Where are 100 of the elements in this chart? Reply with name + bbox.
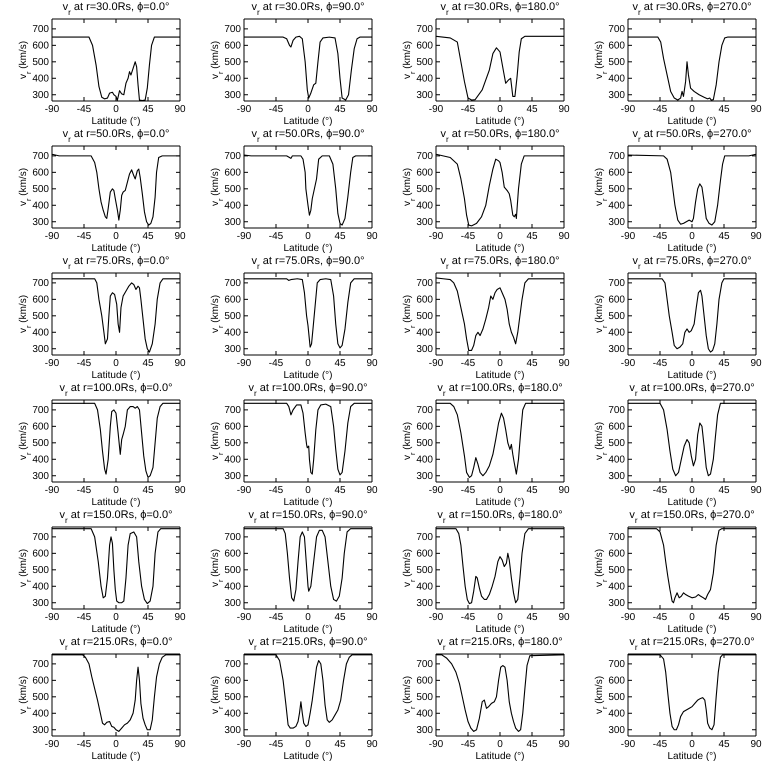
y-tick-label: 700 — [608, 24, 626, 36]
x-tick-label: -45 — [76, 485, 92, 496]
x-tick-label: -45 — [460, 612, 476, 624]
x-tick-label: 90 — [750, 485, 762, 496]
y-tick-label: 600 — [416, 40, 434, 52]
x-axis-title: Latitude (°) — [283, 497, 333, 508]
x-axis-title: Latitude (°) — [475, 243, 525, 254]
y-tick-label: 700 — [224, 151, 242, 162]
x-tick-label: -90 — [44, 739, 60, 750]
y-tick-label: 500 — [224, 438, 242, 450]
x-tick-label: -45 — [652, 231, 668, 242]
y-tick-label: 400 — [608, 200, 626, 212]
x-tick-label: 90 — [366, 231, 378, 242]
x-tick-label: -45 — [460, 231, 476, 242]
y-tick-label: 500 — [32, 565, 50, 576]
chart-title: v$_{r}$ at r=215.0Rs, ϕ=270.0° — [629, 636, 755, 652]
y-tick-label: 700 — [224, 532, 242, 544]
x-tick-label: 0 — [113, 612, 120, 624]
y-tick-label: 700 — [416, 151, 434, 162]
y-tick-label: 600 — [224, 168, 242, 179]
y-tick-label: 500 — [224, 57, 242, 68]
x-tick-label: 90 — [174, 485, 186, 496]
y-tick-label: 700 — [608, 151, 626, 162]
y-tick-label: 500 — [32, 692, 50, 704]
x-axis-title: Latitude (°) — [283, 624, 333, 635]
y-tick-label: 400 — [416, 73, 434, 84]
y-tick-label: 300 — [32, 724, 50, 736]
x-axis-title: Latitude (°) — [475, 497, 525, 508]
chart-title: v$_{r}$ at r=100.0Rs, ϕ=90.0° — [248, 382, 368, 398]
x-tick-label: 45 — [526, 104, 538, 116]
y-tick-label: 500 — [416, 57, 434, 68]
y-tick-label: 600 — [416, 294, 434, 306]
x-axis-title: Latitude (°) — [91, 497, 141, 508]
y-tick-label: 500 — [608, 565, 626, 576]
x-tick-label: 45 — [718, 739, 730, 750]
x-tick-label: 0 — [497, 231, 504, 242]
y-tick-label: 300 — [416, 724, 434, 736]
y-tick-label: 400 — [608, 73, 626, 84]
y-tick-label: 300 — [608, 598, 626, 609]
y-tick-label: 700 — [32, 659, 50, 670]
y-tick-label: 500 — [416, 438, 434, 450]
y-tick-label: 700 — [32, 278, 50, 290]
y-tick-label: 600 — [608, 422, 626, 433]
x-tick-label: 90 — [750, 612, 762, 624]
x-tick-label: 90 — [558, 104, 570, 116]
y-tick-label: 700 — [416, 24, 434, 36]
y-tick-label: 400 — [224, 454, 242, 466]
y-tick-label: 400 — [224, 200, 242, 212]
y-tick-label: 300 — [224, 470, 242, 482]
x-tick-label: -45 — [76, 358, 92, 370]
x-tick-label: -45 — [76, 612, 92, 624]
x-tick-label: 0 — [305, 358, 312, 370]
chart-title: v$_{r}$ at r=50.0Rs, ϕ=180.0° — [440, 128, 560, 144]
y-tick-label: 400 — [32, 581, 50, 592]
x-tick-label: 45 — [142, 739, 154, 750]
chart-title: v$_{r}$ at r=100.0Rs, ϕ=180.0° — [437, 382, 563, 398]
y-tick-label: 600 — [32, 294, 50, 306]
y-tick-label: 700 — [608, 532, 626, 544]
y-tick-label: 700 — [224, 405, 242, 416]
x-axis-title: Latitude (°) — [667, 370, 717, 381]
chart-title: v$_{r}$ at r=150.0Rs, ϕ=180.0° — [437, 509, 563, 524]
x-tick-label: -90 — [44, 358, 60, 370]
y-tick-label: 500 — [608, 692, 626, 704]
y-tick-label: 300 — [608, 90, 626, 101]
y-tick-label: 600 — [608, 676, 626, 687]
y-tick-label: 700 — [416, 659, 434, 670]
x-tick-label: 45 — [142, 485, 154, 496]
y-tick-label: 400 — [416, 581, 434, 592]
chart-title: v$_{r}$ at r=75.0Rs, ϕ=270.0° — [632, 255, 752, 270]
y-tick-label: 500 — [32, 184, 50, 196]
y-tick-label: 400 — [224, 73, 242, 84]
x-tick-label: -90 — [428, 485, 444, 496]
y-tick-label: 600 — [224, 676, 242, 687]
x-tick-label: 90 — [558, 612, 570, 624]
y-tick-label: 300 — [416, 470, 434, 482]
chart-title: v$_{r}$ at r=30.0Rs, ϕ=90.0° — [252, 1, 364, 16]
chart-title: v$_{r}$ at r=150.0Rs, ϕ=270.0° — [629, 509, 755, 524]
x-axis-title: Latitude (°) — [91, 116, 141, 127]
y-tick-label: 700 — [32, 532, 50, 544]
chart-title: v$_{r}$ at r=30.0Rs, ϕ=270.0° — [632, 1, 752, 16]
y-tick-label: 600 — [32, 676, 50, 687]
y-tick-label: 300 — [32, 598, 50, 609]
y-tick-label: 400 — [32, 454, 50, 466]
y-tick-label: 400 — [32, 73, 50, 84]
x-tick-label: 45 — [334, 358, 346, 370]
x-tick-label: 0 — [113, 485, 120, 496]
y-tick-label: 500 — [224, 565, 242, 576]
x-axis-title: Latitude (°) — [283, 243, 333, 254]
x-tick-label: 45 — [142, 231, 154, 242]
x-tick-label: 45 — [718, 612, 730, 624]
x-axis-title: Latitude (°) — [91, 243, 141, 254]
y-tick-label: 400 — [32, 200, 50, 212]
x-tick-label: -90 — [44, 612, 60, 624]
x-tick-label: -90 — [620, 485, 636, 496]
x-tick-label: 90 — [750, 358, 762, 370]
y-tick-label: 600 — [32, 168, 50, 179]
x-tick-label: 45 — [142, 358, 154, 370]
y-tick-label: 600 — [416, 676, 434, 687]
x-tick-label: 0 — [305, 485, 312, 496]
y-tick-label: 500 — [608, 311, 626, 322]
